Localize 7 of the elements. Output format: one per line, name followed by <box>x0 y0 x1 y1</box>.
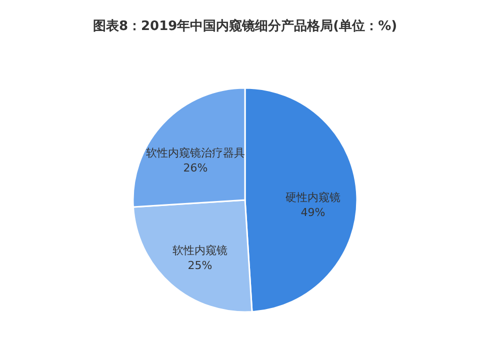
slice-label: 软性内窥镜治疗器具 <box>146 146 245 160</box>
data-label: 26% <box>183 161 208 174</box>
chart-title: 图表8：2019年中国内窥镜细分产品格局(单位：%) <box>92 18 398 34</box>
slice-label: 硬性内窥镜 <box>285 190 340 204</box>
data-label: 25% <box>188 259 212 272</box>
data-label: 49% <box>300 206 326 219</box>
slice-label: 软性内窥镜 <box>172 244 228 258</box>
